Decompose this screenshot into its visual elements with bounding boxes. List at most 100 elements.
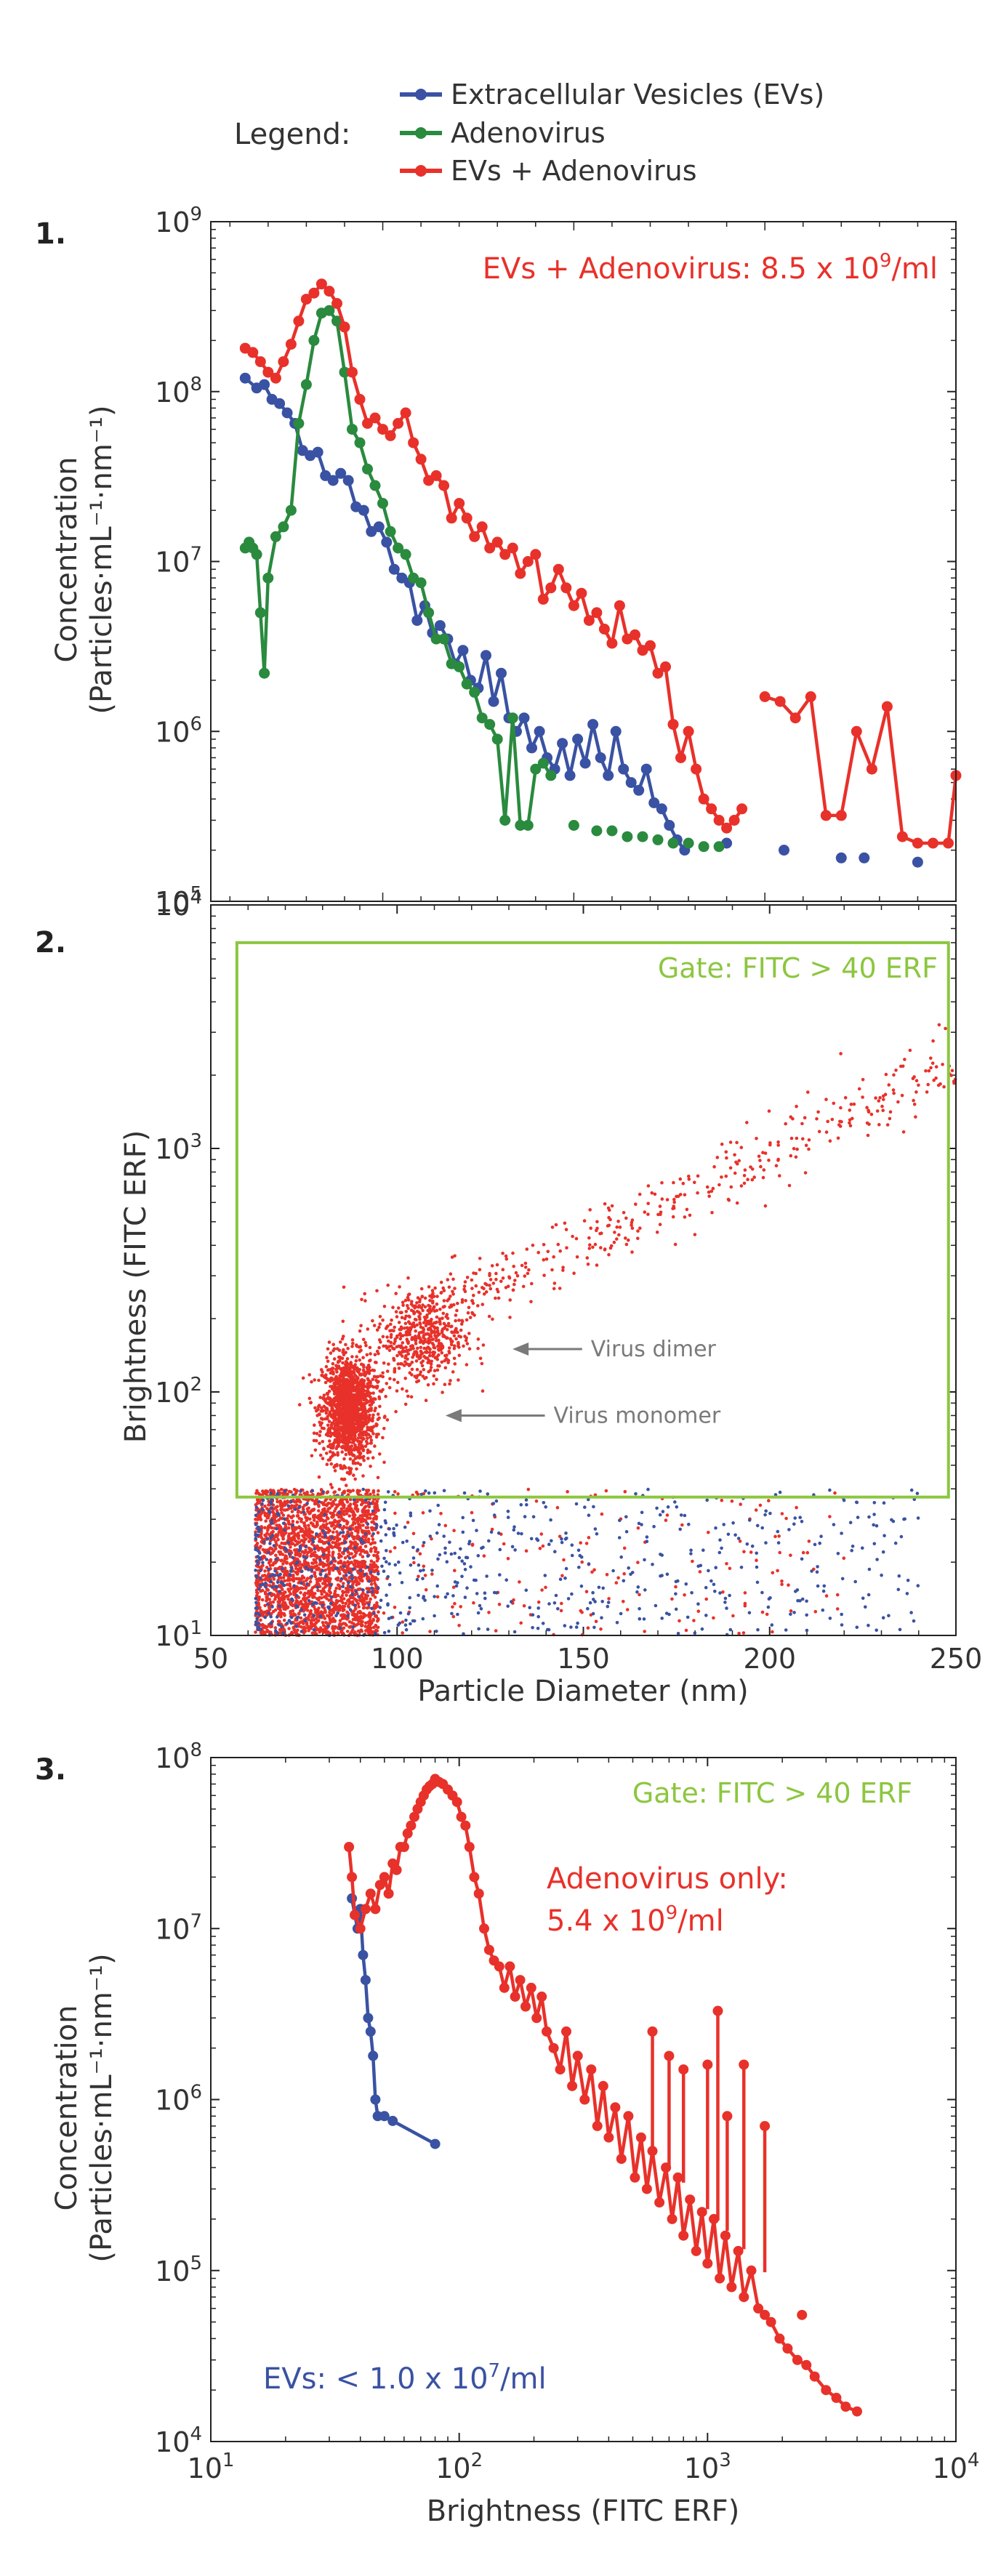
scatter-point-mix xyxy=(371,1377,375,1381)
scatter-point-mix xyxy=(363,1444,368,1448)
scatter-point-mix xyxy=(478,1356,483,1361)
scatter-point-mix xyxy=(353,1559,357,1563)
scatter-point-mix xyxy=(358,1453,362,1457)
scatter-point-mix xyxy=(336,1430,340,1434)
scatter-point-mix xyxy=(349,1378,353,1382)
scatter-point-mix xyxy=(310,1631,315,1635)
scatter-point-mix xyxy=(387,1362,390,1366)
scatter-point-mix xyxy=(323,1525,328,1529)
scatter-point-mix xyxy=(313,1406,317,1410)
scatter-point-mix xyxy=(755,1137,758,1140)
scatter-point-mix xyxy=(371,1397,375,1401)
scatter-point-mix xyxy=(586,1263,590,1266)
scatter-point-mix xyxy=(413,1317,417,1321)
scatter-point-mix xyxy=(470,1311,474,1315)
scatter-point-mix xyxy=(307,1539,311,1543)
scatter-point-mix xyxy=(334,1586,339,1590)
scatter-point-mix xyxy=(326,1359,330,1364)
legend-marker-adeno xyxy=(415,127,427,139)
scatter-point-mix xyxy=(707,1190,711,1194)
scatter-point-mix xyxy=(767,1109,771,1113)
scatter-point-mix xyxy=(552,1255,555,1259)
scatter-point-mix xyxy=(269,1558,273,1562)
scatter-point-mix xyxy=(318,1412,321,1416)
scatter-point-mix xyxy=(457,1335,461,1338)
scatter-point-mix xyxy=(849,1103,853,1106)
scatter-point-mix xyxy=(630,1218,635,1222)
scatter-point-mix xyxy=(476,1346,480,1351)
scatter-point-mix xyxy=(359,1393,363,1396)
scatter-point-mix xyxy=(817,1130,821,1134)
scatter-point-mix xyxy=(417,1311,421,1314)
scatter-point-mix xyxy=(284,1590,287,1594)
scatter-point-mix xyxy=(390,1318,393,1322)
scatter-point-mix xyxy=(394,1310,398,1313)
scatter-point-mix xyxy=(349,1382,353,1386)
scatter-point-mix xyxy=(337,1348,342,1352)
scatter-point-mix xyxy=(307,1613,311,1617)
point-mix xyxy=(866,763,877,775)
scatter-point-mix xyxy=(345,1630,350,1633)
scatter-point-mix xyxy=(294,1566,298,1571)
point-mix xyxy=(789,712,801,724)
scatter-point-mix xyxy=(724,1174,728,1178)
point-mix xyxy=(408,437,419,448)
scatter-point-mix xyxy=(441,1390,444,1394)
scatter-point-mix xyxy=(542,1273,546,1277)
scatter-point-mix xyxy=(357,1576,361,1579)
scatter-point-mix xyxy=(358,1358,362,1362)
scatter-point-mix xyxy=(795,1147,799,1151)
scatter-point-mix xyxy=(332,1465,337,1469)
scatter-point-mix xyxy=(558,1249,562,1253)
scatter-point-mix xyxy=(348,1414,353,1418)
scatter-point-mix xyxy=(361,1436,364,1441)
scatter-point-mix xyxy=(365,1606,369,1610)
scatter-point-mix xyxy=(365,1353,369,1357)
point-mix xyxy=(805,691,816,702)
scatter-point-mix xyxy=(403,1327,406,1330)
scatter-point-mix xyxy=(379,1340,382,1344)
scatter-point-mix xyxy=(430,1331,433,1335)
scatter-point-mix xyxy=(465,1363,469,1367)
scatter-point-mix xyxy=(342,1378,345,1382)
point-mix xyxy=(675,752,686,763)
point-ev xyxy=(633,784,645,796)
scatter-point-mix xyxy=(460,1300,465,1304)
scatter-point-mix xyxy=(369,1559,374,1563)
scatter-point-mix xyxy=(445,1336,449,1340)
scatter-point-mix xyxy=(410,1367,414,1372)
scatter-point-mix xyxy=(776,1159,780,1162)
panel-2-y-tick-label: 101 xyxy=(155,1617,202,1652)
scatter-point-mix xyxy=(377,1396,382,1401)
scatter-point-mix xyxy=(430,1337,435,1342)
scatter-point-mix xyxy=(328,1439,331,1443)
point-mix xyxy=(522,556,534,567)
scatter-point-mix xyxy=(363,1299,367,1303)
scatter-point-mix xyxy=(512,1282,516,1287)
scatter-point-mix xyxy=(724,1150,728,1154)
scatter-point-mix xyxy=(358,1350,362,1353)
scatter-point-mix xyxy=(271,1609,276,1614)
scatter-point-mix xyxy=(542,1243,546,1247)
legend-label-mix: EVs + Adenovirus xyxy=(451,155,697,187)
scatter-point-mix xyxy=(387,1385,392,1390)
point-ev xyxy=(488,696,499,707)
scatter-point-mix xyxy=(405,1348,409,1353)
scatter-point-mix xyxy=(331,1451,335,1455)
scatter-point-mix xyxy=(376,1412,380,1416)
scatter-point-mix xyxy=(419,1349,423,1353)
scatter-point-mix xyxy=(307,1396,312,1401)
legend-entry-mix: EVs + Adenovirus xyxy=(400,155,697,187)
scatter-point-mix xyxy=(326,1347,330,1351)
scatter-point-mix xyxy=(334,1507,338,1510)
scatter-point-mix xyxy=(326,1401,329,1406)
scatter-point-mix xyxy=(313,1448,318,1452)
scatter-point-mix xyxy=(917,1083,920,1087)
point-adeno xyxy=(270,531,281,542)
scatter-point-mix xyxy=(763,1151,768,1155)
legend-marker-mix xyxy=(415,165,427,177)
scatter-point-mix xyxy=(465,1342,470,1345)
scatter-point-mix xyxy=(828,1139,832,1143)
scatter-point-mix xyxy=(671,1215,675,1219)
scatter-point-mix xyxy=(418,1321,422,1325)
